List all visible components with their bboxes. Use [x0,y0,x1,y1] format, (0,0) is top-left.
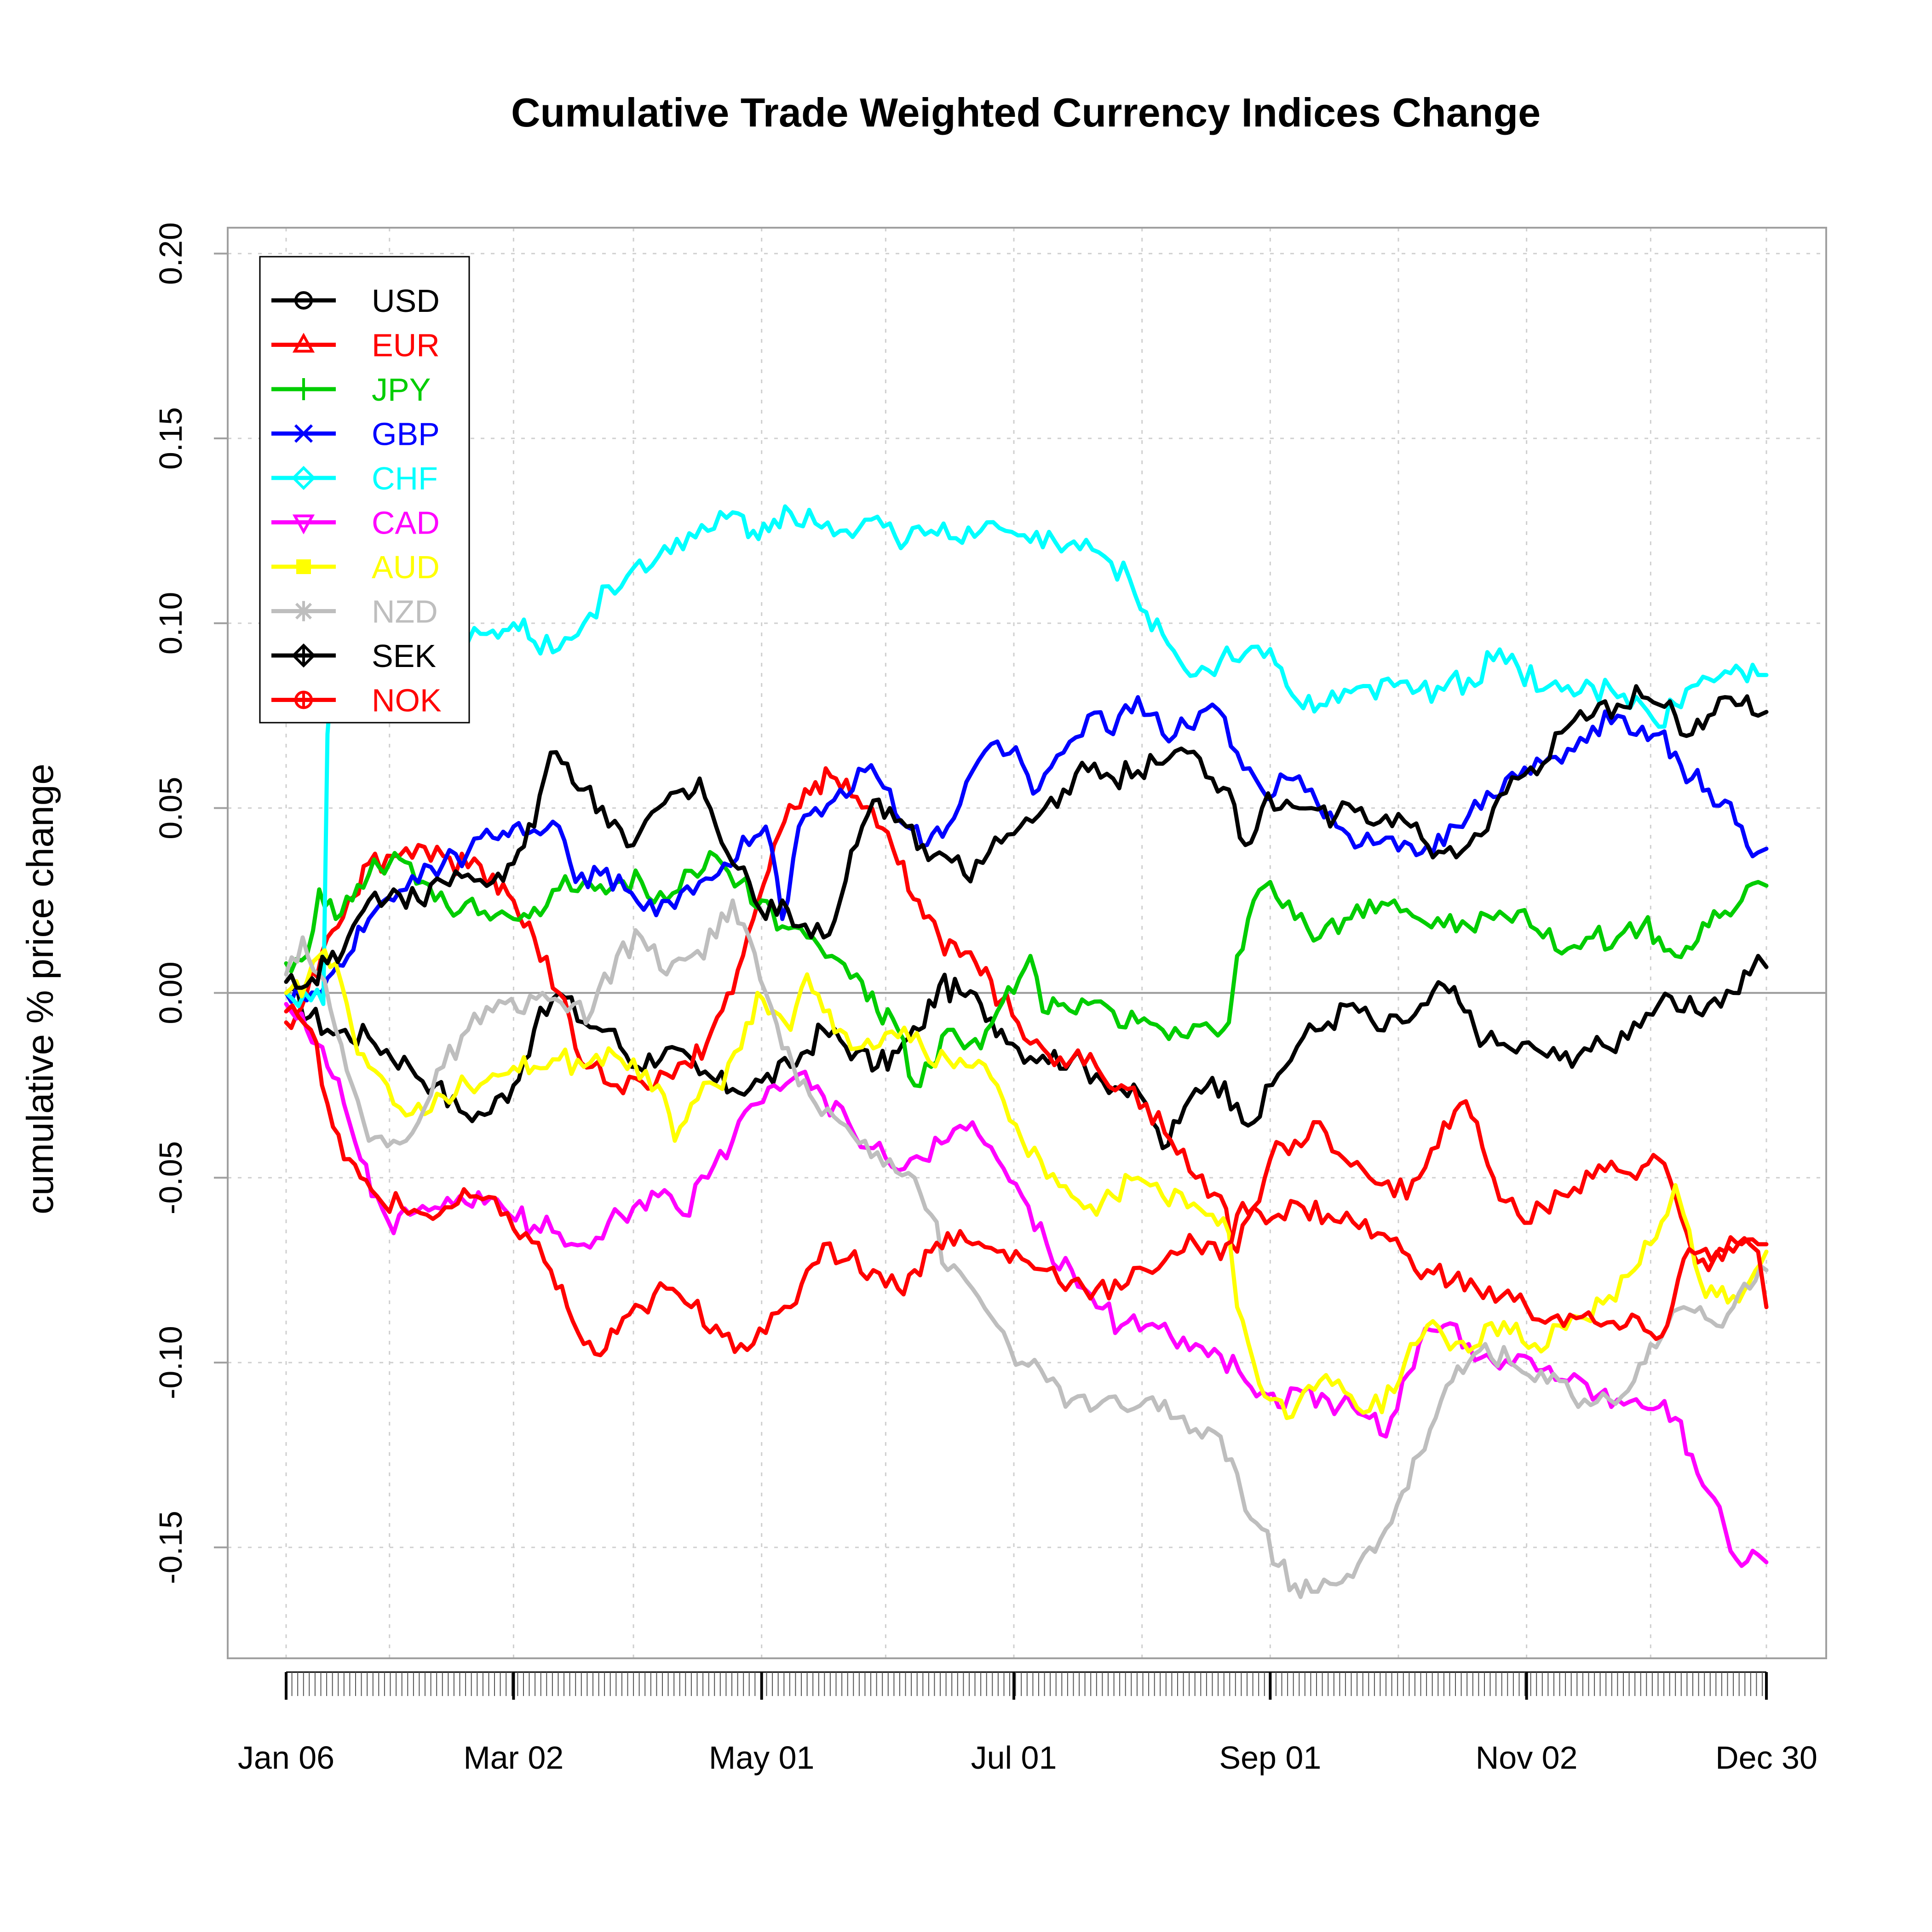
legend-item: CAD [271,505,440,541]
legend-label: NZD [372,594,438,630]
legend-label: JPY [372,372,431,408]
legend-label: AUD [372,549,440,585]
series-line-usd [284,954,1769,1150]
y-tick-label: 0.20 [153,222,189,285]
series-line-nzd [284,898,1769,1599]
y-axis: 0.20 0.15 0.10 0.05 0.00 -0.05 -0.10 -0.15 [153,222,228,1584]
legend-marker-x-icon [294,424,313,443]
x-tick-label: Sep 01 [1219,1740,1321,1776]
y-axis-label: cumulative % price change [19,764,61,1214]
x-axis: Jan 06 Mar 02 May 01 Jul 01 Sep 01 Nov 02 Dec … [238,1671,1817,1776]
legend-item: GBP [271,416,440,452]
series-line-eur [284,766,1769,1272]
y-tick-label: -0.05 [153,1141,189,1215]
y-tick-label: -0.15 [153,1511,189,1584]
legend-marker-circle-plus-icon [294,690,313,709]
legend-item: JPY [271,372,431,408]
legend-label: CHF [372,460,438,496]
legend-item: AUD [271,549,440,585]
x-tick-label: Jan 06 [238,1740,334,1776]
legend-label: EUR [372,328,440,363]
legend-marker-diamond-icon [291,466,316,490]
y-tick-label: 0.05 [153,777,189,840]
series-line-cad [284,1002,1769,1568]
legend-label: NOK [372,683,442,719]
y-tick-label: 0.15 [153,407,189,470]
x-tick-label: Nov 02 [1476,1740,1578,1776]
legend-label: USD [372,283,440,319]
legend-box [259,256,470,724]
legend-marker-plus-icon [293,378,315,400]
x-minor-ticks [286,1672,1763,1696]
legend-label: GBP [372,416,440,452]
plot-frame [227,227,1827,1659]
legend-marker-square-icon [296,559,311,574]
legend-item: SEK [271,638,436,674]
legend-item: EUR [271,328,440,363]
y-tick-label: 0.00 [153,961,189,1024]
legend-item: CHF [271,460,438,496]
series-layer [284,504,1769,1599]
x-tick-label: Jul 01 [971,1740,1057,1776]
legend: USD EUR JPY GBP CHF CAD AUD NZD SEK NOK [259,256,470,724]
series-line-aud [284,948,1769,1420]
x-tick-label: Mar 02 [463,1740,564,1776]
legend-marker-triangle-down-icon [292,514,315,535]
x-tick-label: May 01 [709,1740,815,1776]
legend-marker-triangle-icon [292,333,315,353]
y-tick-label: -0.10 [153,1326,189,1399]
series-line-chf [284,504,1769,1008]
legend-marker-circle-icon [294,291,313,310]
x-tick-label: Dec 30 [1715,1740,1817,1776]
legend-item: NZD [271,594,438,630]
series-line-nok [284,1003,1769,1357]
legend-marker-diamond-plus-icon [291,643,316,668]
y-tick-label: 0.10 [153,592,189,655]
series-line-sek [284,684,1769,990]
series-line-gbp [284,695,1769,1004]
legend-label: SEK [372,638,436,674]
legend-marker-asterisk-icon [293,601,314,621]
chart-title: Cumulative Trade Weighted Currency Indic… [511,90,1541,135]
legend-item: NOK [271,683,442,719]
series-line-jpy [284,850,1769,1088]
legend-item: USD [271,283,440,319]
legend-label: CAD [372,505,440,541]
